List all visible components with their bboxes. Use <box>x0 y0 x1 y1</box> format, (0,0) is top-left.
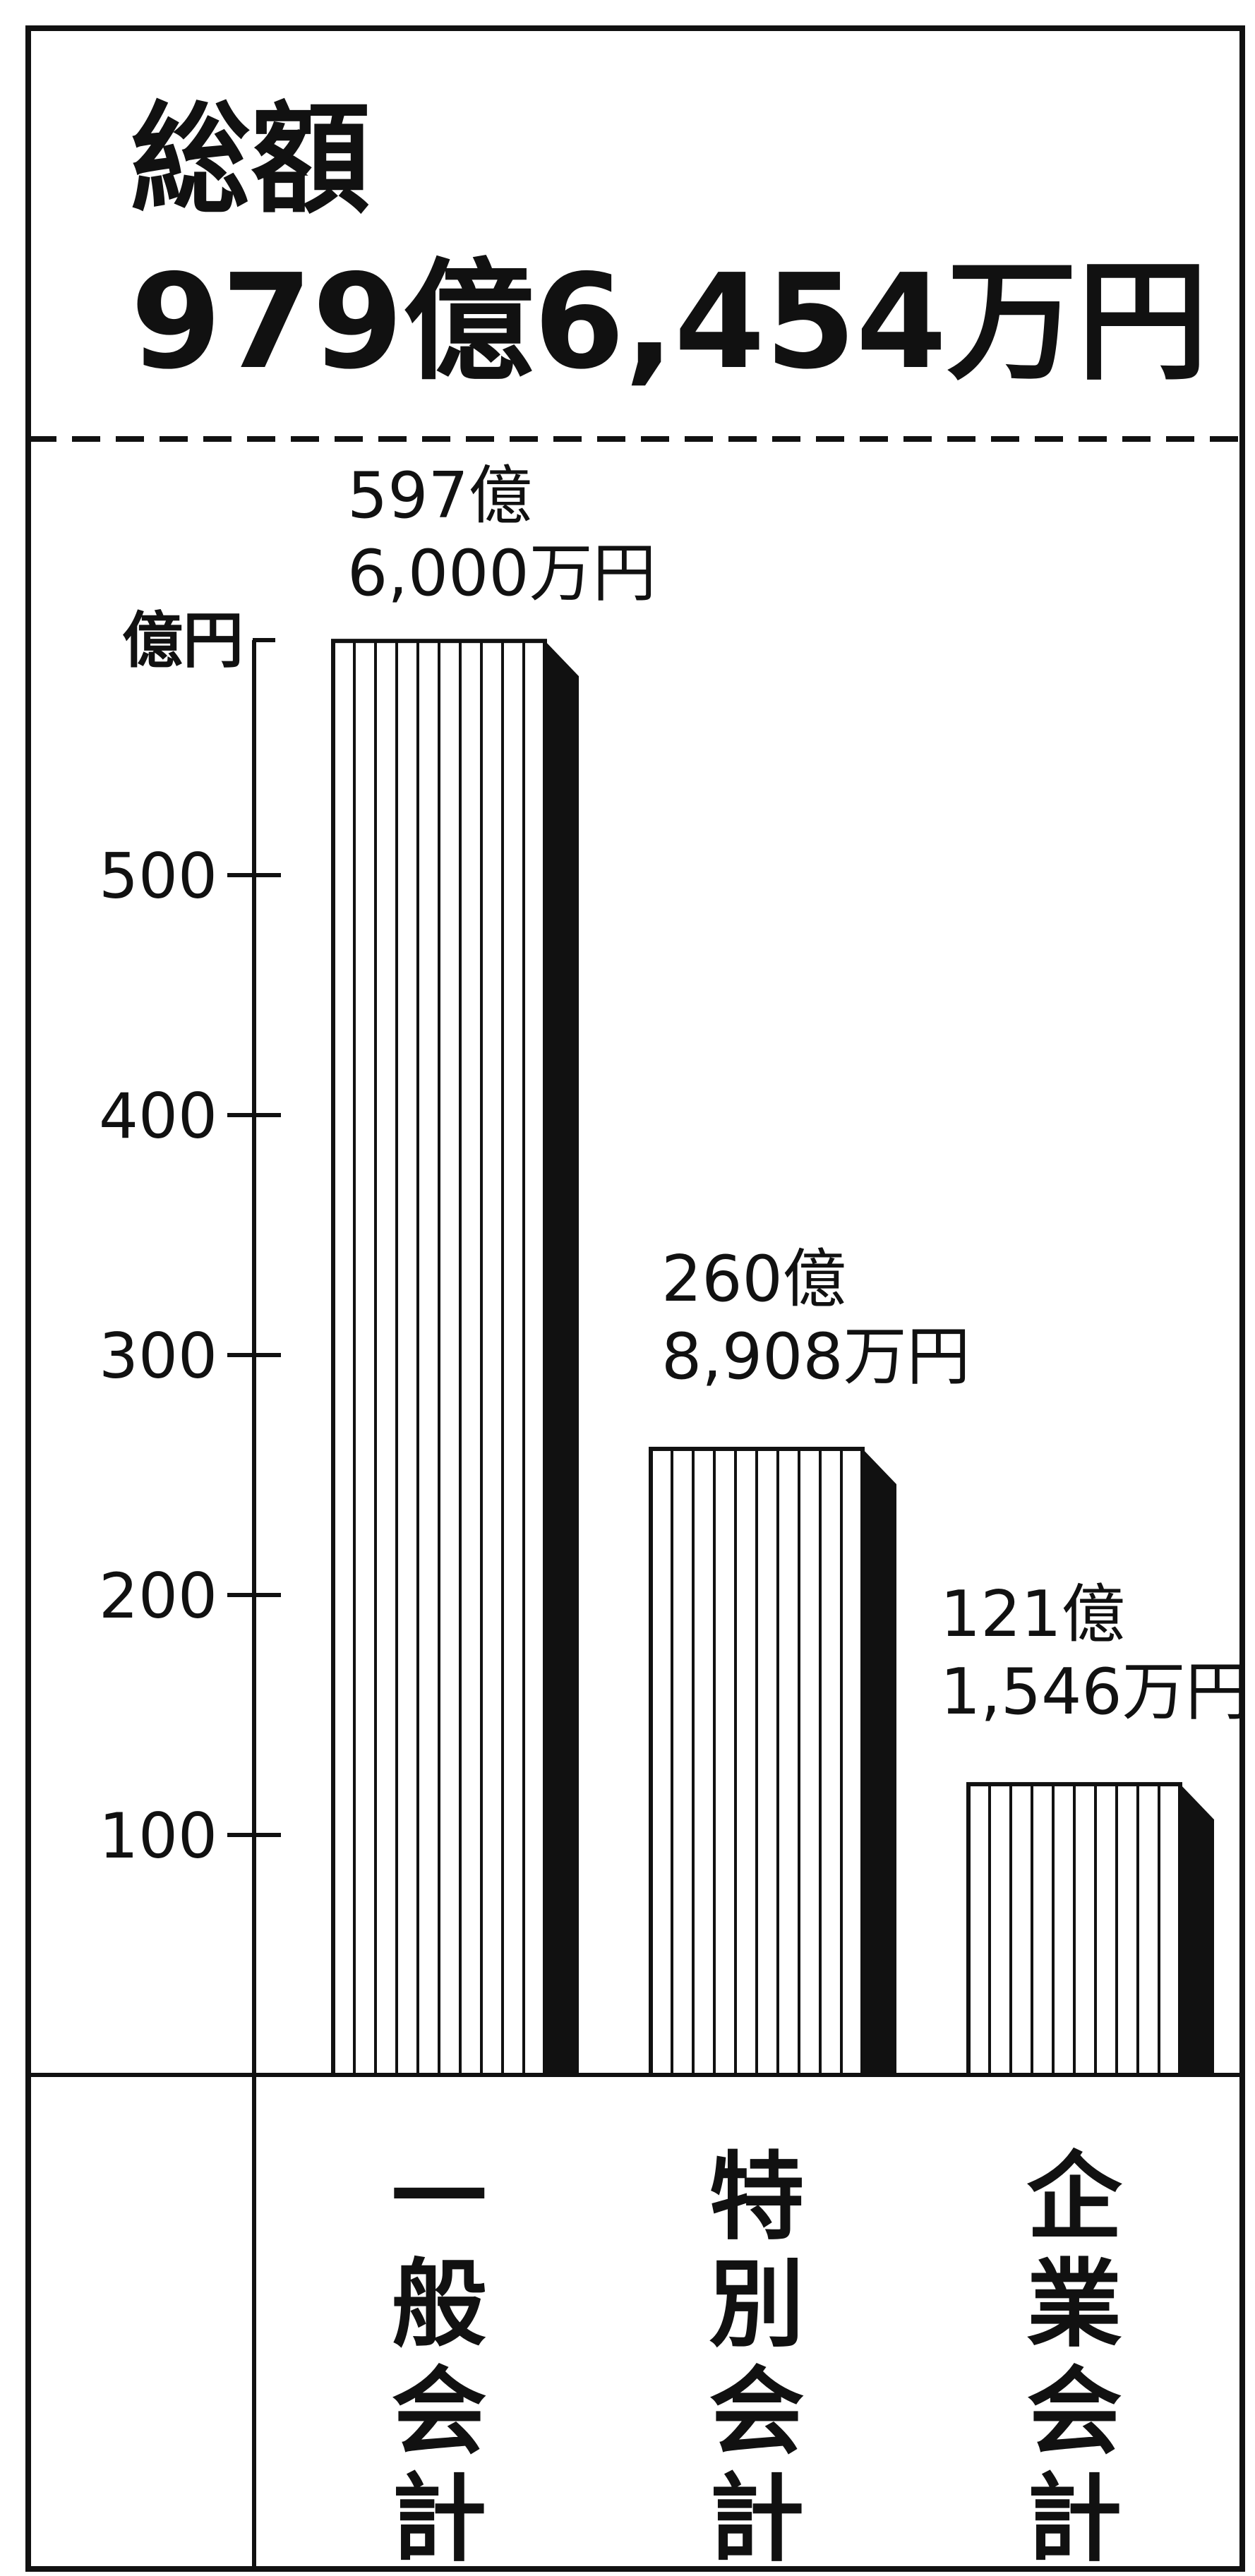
category-label-char: 一 <box>392 2142 487 2253</box>
bar-value-label: 1,546万円 <box>940 1655 1249 1729</box>
category-label-char: 会 <box>1027 2357 1122 2467</box>
y-tick-label: 200 <box>99 1560 217 1632</box>
bar-value-label: 121億 <box>940 1577 1125 1651</box>
category-label-char: 企 <box>1027 2142 1123 2253</box>
category-label-char: 計 <box>392 2464 487 2575</box>
chart-frame <box>25 25 1245 2572</box>
category-label-char: 会 <box>709 2357 805 2467</box>
category-label-char: 会 <box>392 2357 487 2467</box>
y-axis-ticks: 100 200 300 400 500 <box>99 638 281 1872</box>
bar-value-label: 8,908万円 <box>661 1320 971 1394</box>
category-label-char: 業 <box>1027 2249 1122 2360</box>
y-tick-label: 100 <box>99 1800 217 1872</box>
category-label-char: 別 <box>709 2249 805 2360</box>
y-tick-label: 500 <box>99 840 217 913</box>
bar-value-label: 6,000万円 <box>347 536 656 610</box>
y-axis-unit-label: 億円 <box>122 606 244 676</box>
y-tick-label: 300 <box>99 1320 217 1392</box>
chart-title: 総額 <box>131 90 371 230</box>
bar-side <box>863 1448 896 2075</box>
category-label-char: 計 <box>709 2464 805 2575</box>
bar-value-label: 597億 <box>347 459 532 533</box>
y-tick-label: 400 <box>99 1080 217 1152</box>
bar-side <box>545 641 579 2076</box>
bar-value-label: 260億 <box>661 1242 846 1316</box>
chart-subtitle: 979億6,454万円 <box>131 246 1208 398</box>
category-label-char: 般 <box>392 2249 487 2360</box>
category-label-char: 計 <box>1027 2464 1122 2575</box>
bar-side <box>1180 1784 1214 2075</box>
category-label-char: 特 <box>709 2142 805 2253</box>
